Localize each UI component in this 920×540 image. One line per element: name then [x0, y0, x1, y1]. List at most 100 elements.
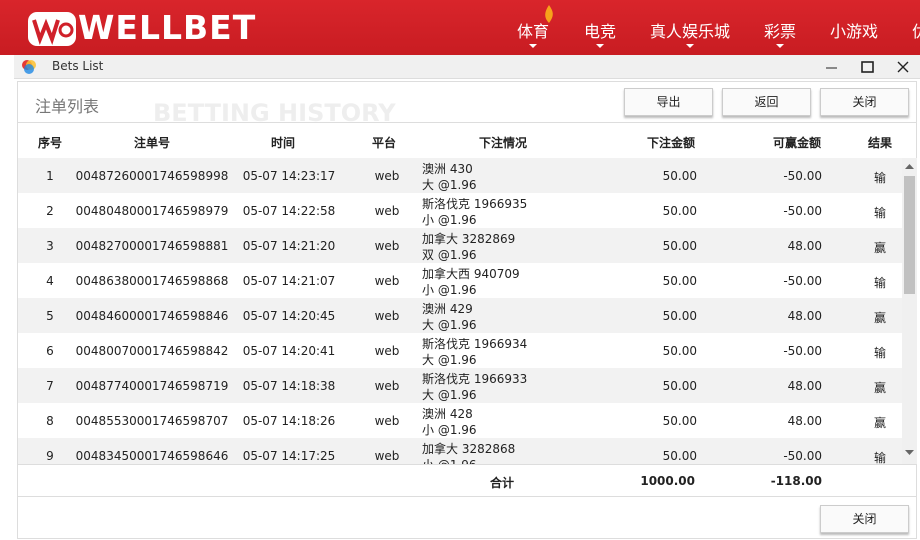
close-button[interactable]: 关闭	[820, 505, 909, 533]
cell: 05-07 14:21:20	[242, 239, 336, 253]
cell: 2	[46, 204, 54, 218]
window-controls[interactable]	[820, 58, 915, 76]
cell: 00487740001746598719	[75, 379, 229, 393]
table-row[interactable]: 9 00483450001746598646 05-07 14:17:25 web 50…	[18, 438, 902, 464]
cell: 00485530001746598707	[75, 414, 229, 428]
panel-button[interactable]: 关闭	[820, 88, 909, 116]
cell: 3	[46, 239, 54, 253]
nav-item[interactable]: 彩票	[764, 18, 796, 48]
cell: 赢	[873, 241, 887, 255]
bet-event: 斯洛伐克 1966933	[422, 372, 528, 386]
nav-item[interactable]: 体育	[517, 18, 549, 48]
cell: 50.00	[662, 449, 697, 463]
table-row[interactable]: 5 00484600001746598846 05-07 14:20:45 web 50…	[18, 298, 902, 333]
nav-caret	[776, 44, 784, 52]
table-row[interactable]: 2 00480480001746598979 05-07 14:22:58 web 50…	[18, 193, 902, 228]
panel-button[interactable]: 返回	[722, 88, 811, 116]
column-header: 结果	[867, 136, 893, 150]
cell: 5	[46, 309, 54, 323]
column-header: 平台	[371, 136, 397, 150]
cell: 00483450001746598646	[75, 449, 229, 463]
cell: 05-07 14:22:58	[242, 204, 336, 218]
nav-caret	[686, 44, 694, 52]
cell: 05-07 14:17:25	[242, 449, 336, 463]
cell: web	[374, 414, 400, 428]
panel-button[interactable]: 导出	[624, 88, 713, 116]
bet-event: 加拿大 3282868	[422, 442, 516, 456]
site-header: WELLBET 体育 电竞 真人娱乐城 彩票 小游戏 优	[0, 0, 920, 55]
bet-pick: 小 @1.96	[422, 283, 477, 297]
nav-item[interactable]: 优	[912, 18, 920, 42]
cell: 9	[46, 449, 54, 463]
bet-event: 加拿大 3282869	[422, 232, 516, 246]
column-header: 注单号	[133, 136, 171, 150]
cell: 1	[46, 169, 54, 183]
table-footer: 合计 1000.00 -118.00	[18, 464, 917, 497]
bet-pick: 大 @1.96	[422, 178, 477, 192]
logo-text[interactable]: WELLBET	[78, 8, 257, 47]
cell: 50.00	[662, 344, 697, 358]
cell: 05-07 14:21:07	[242, 274, 336, 288]
cell: 05-07 14:18:38	[242, 379, 336, 393]
total-stake: 1000.00	[640, 474, 695, 488]
scroll-thumb[interactable]	[904, 176, 915, 294]
nav-item[interactable]: 真人娱乐城	[650, 18, 730, 48]
nav-item[interactable]: 小游戏	[830, 22, 879, 41]
bet-event: 澳洲 429	[422, 302, 473, 316]
cell: 输	[873, 346, 887, 360]
column-header: 可赢金额	[772, 136, 822, 150]
cell: -50.00	[783, 274, 822, 288]
column-header: 时间	[270, 136, 296, 150]
cell: 48.00	[787, 309, 822, 323]
cell: 48.00	[787, 239, 822, 253]
cell: web	[374, 169, 400, 183]
table-body: 1 00487260001746598998 05-07 14:23:17 web 50…	[18, 158, 902, 464]
bet-pick: 小 @1.96	[422, 456, 477, 464]
table-row[interactable]: 1 00487260001746598998 05-07 14:23:17 web 50…	[18, 158, 902, 193]
bet-pick: 小 @1.96	[422, 213, 477, 227]
nav-item[interactable]: 电竞	[584, 18, 616, 48]
table-row[interactable]: 4 00486380001746598868 05-07 14:21:07 web 50…	[18, 263, 902, 298]
panel-title: 注单列表	[35, 97, 100, 116]
cell: 00486380001746598868	[75, 274, 229, 288]
column-header: 序号	[37, 136, 63, 150]
cell: web	[374, 344, 400, 358]
table-row[interactable]: 7 00487740001746598719 05-07 14:18:38 web 50…	[18, 368, 902, 403]
window-title: Bets List	[52, 59, 104, 73]
bet-event: 澳洲 428	[422, 407, 473, 421]
cell: web	[374, 449, 400, 463]
bet-pick: 大 @1.96	[422, 388, 477, 402]
divider	[18, 122, 917, 123]
table-row[interactable]: 3 00482700001746598881 05-07 14:21:20 web 50…	[18, 228, 902, 263]
table-row[interactable]: 8 00485530001746598707 05-07 14:18:26 web 50…	[18, 403, 902, 438]
bet-event: 斯洛伐克 1966934	[422, 337, 528, 351]
cell: -50.00	[783, 204, 822, 218]
cell: 50.00	[662, 204, 697, 218]
cell: web	[374, 239, 400, 253]
bet-pick: 大 @1.96	[422, 353, 477, 367]
nav-caret	[529, 44, 537, 52]
cell: 00487260001746598998	[75, 169, 229, 183]
cell: 4	[46, 274, 54, 288]
scroll-up[interactable]	[905, 164, 914, 170]
cell: -50.00	[783, 169, 822, 183]
table-row[interactable]: 6 00480070001746598842 05-07 14:20:41 web 50…	[18, 333, 902, 368]
app-icon	[22, 60, 36, 74]
nav-caret	[596, 44, 604, 52]
column-header: 下注金额	[646, 136, 696, 150]
cell: 05-07 14:18:26	[242, 414, 336, 428]
cell: 00480480001746598979	[75, 204, 229, 218]
bet-pick: 大 @1.96	[422, 318, 477, 332]
scrollbar[interactable]	[902, 158, 917, 464]
cell: 输	[873, 171, 887, 185]
cell: 50.00	[662, 169, 697, 183]
bet-event: 澳洲 430	[422, 162, 473, 176]
scroll-down[interactable]	[905, 450, 914, 456]
cell: 赢	[873, 311, 887, 325]
cell: 7	[46, 379, 54, 393]
cell: web	[374, 309, 400, 323]
cell: 输	[873, 451, 887, 464]
cell: 赢	[873, 381, 887, 395]
cell: 50.00	[662, 379, 697, 393]
cell: 50.00	[662, 274, 697, 288]
